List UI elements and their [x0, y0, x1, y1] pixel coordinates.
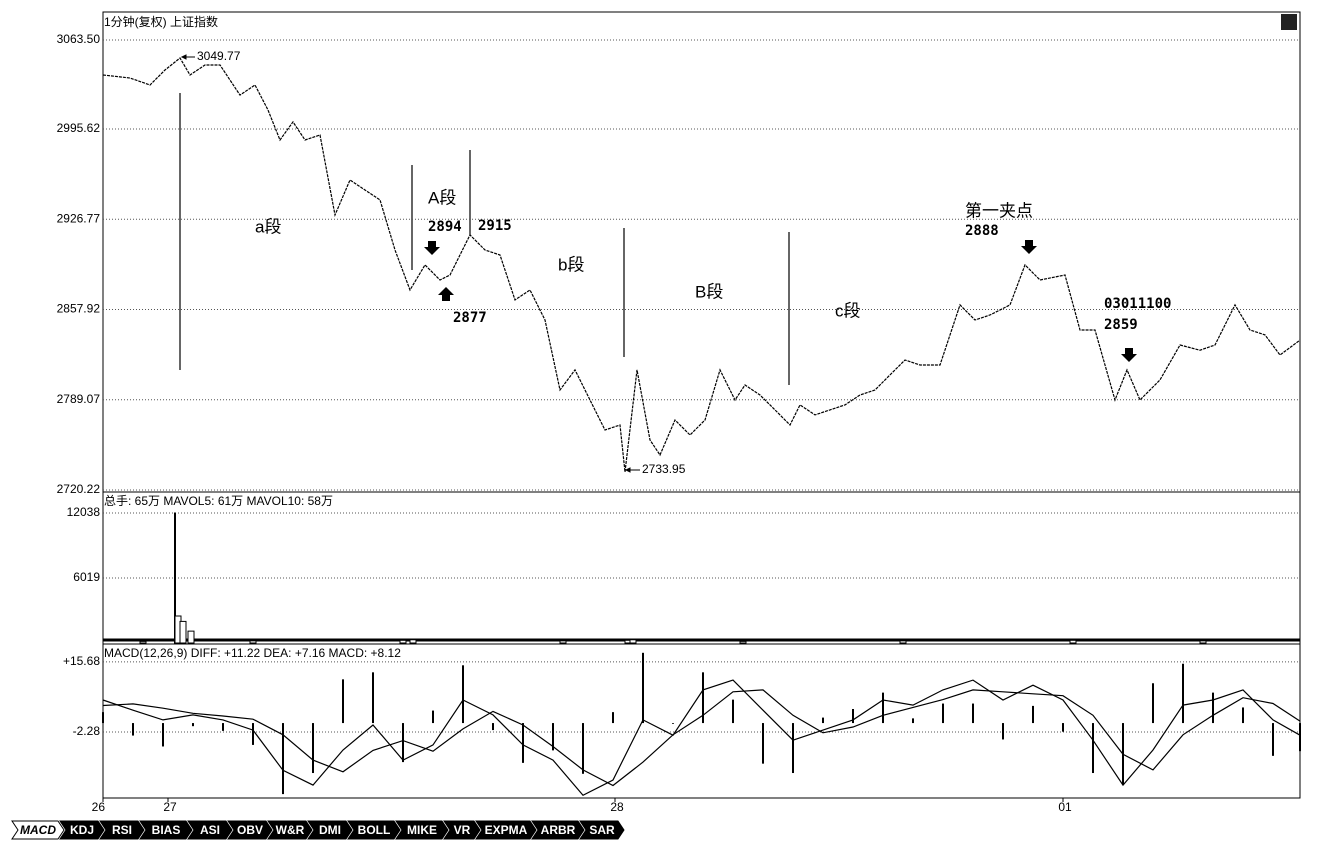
tab-label: MACD — [20, 823, 56, 837]
extreme-pointers — [180, 54, 640, 473]
volume-bar — [1199, 640, 1207, 644]
volume-bar — [399, 639, 407, 644]
annotation: 03011100 — [1104, 296, 1171, 312]
tab-label: W&R — [276, 823, 305, 837]
annotation: B段 — [695, 282, 723, 301]
y-tick-label: 6019 — [73, 570, 100, 584]
tab-label: EXPMA — [485, 823, 528, 837]
tab-shape — [531, 820, 585, 840]
volume-title: 总手: 65万 MAVOL5: 61万 MAVOL10: 58万 — [104, 494, 333, 508]
y-tick-label: 2789.07 — [57, 392, 101, 406]
window-button[interactable] — [1281, 14, 1297, 30]
signal-arrows — [424, 240, 1137, 362]
volume-bar — [899, 640, 907, 644]
tab-shape — [395, 820, 449, 840]
y-tick-label: -2.28 — [73, 724, 101, 738]
tab-label: BOLL — [358, 823, 391, 837]
x-tick-label: 27 — [163, 800, 177, 814]
annotation: a段 — [255, 217, 281, 236]
annotation: b段 — [558, 255, 584, 274]
y-tick-label: 2926.77 — [57, 211, 101, 225]
indicator-tab[interactable]: EXPMA — [475, 820, 537, 840]
tab-shape — [267, 820, 313, 840]
y-tick-label: +15.68 — [63, 654, 100, 668]
annotation: c段 — [835, 301, 861, 320]
tab-shape — [59, 820, 105, 840]
y-tick-label: 2720.22 — [57, 482, 101, 496]
tab-shape — [443, 820, 481, 840]
annotation: 2894 — [428, 219, 462, 235]
tab-label: ARBR — [541, 823, 576, 837]
tab-label: KDJ — [70, 823, 94, 837]
volume-bar — [1069, 639, 1077, 644]
tab-label: RSI — [112, 823, 132, 837]
y-tick-label: 2995.62 — [57, 121, 101, 135]
tab-label: ASI — [200, 823, 220, 837]
volume-bar — [249, 640, 257, 644]
tab-label: SAR — [589, 823, 615, 837]
indicator-tab[interactable]: DMI — [307, 820, 353, 840]
indicator-tab[interactable]: BOLL — [347, 820, 401, 840]
annotation: A段 — [428, 188, 456, 207]
indicator-tab[interactable]: ARBR — [531, 820, 585, 840]
tab-shape — [11, 820, 65, 840]
indicator-tab[interactable]: SAR — [579, 820, 625, 840]
tab-shape — [307, 820, 353, 840]
tab-label: DMI — [319, 823, 341, 837]
indicator-tab[interactable]: KDJ — [59, 820, 105, 840]
x-tick-label: 01 — [1058, 800, 1072, 814]
volume-bar — [139, 640, 147, 644]
x-tick-label: 26 — [92, 800, 106, 814]
dea-line — [102, 689, 1301, 787]
annotation: 3049.77 — [197, 49, 241, 63]
segment-dividers — [179, 93, 790, 385]
indicator-tab[interactable]: MIKE — [395, 820, 449, 840]
tab-shape — [99, 820, 145, 840]
plot-frame — [102, 11, 1301, 799]
tab-label: OBV — [237, 823, 263, 837]
annotation: 2915 — [478, 218, 512, 234]
tab-shape — [475, 820, 537, 840]
annotation: 2859 — [1104, 317, 1138, 333]
indicator-tab[interactable]: W&R — [267, 820, 313, 840]
diff-line — [102, 679, 1301, 797]
annotation: 2888 — [965, 223, 999, 239]
annotation: 2733.95 — [642, 462, 686, 476]
y-tick-label: 12038 — [67, 505, 101, 519]
indicator-tab[interactable]: BIAS — [139, 820, 193, 840]
volume-bar — [559, 640, 567, 644]
tab-shape — [227, 820, 273, 840]
volume-bar — [179, 620, 187, 644]
tab-shape — [347, 820, 401, 840]
tab-label: MIKE — [407, 823, 437, 837]
indicator-tab[interactable]: OBV — [227, 820, 273, 840]
indicator-tab[interactable]: ASI — [187, 820, 233, 840]
price-line — [102, 57, 1301, 473]
volume-bar — [629, 639, 637, 644]
annotation: 2877 — [453, 310, 487, 326]
y-tick-label: 2857.92 — [57, 302, 101, 316]
tab-shape — [579, 820, 625, 840]
indicator-tab[interactable]: RSI — [99, 820, 145, 840]
x-tick-label: 28 — [610, 800, 624, 814]
indicator-tab[interactable]: VR — [443, 820, 481, 840]
tab-label: BIAS — [152, 823, 181, 837]
annotation: 第一夹点 — [965, 201, 1033, 220]
tab-label: VR — [454, 823, 471, 837]
price-title: 1分钟(复权) 上证指数 — [104, 14, 218, 29]
volume-bar — [739, 640, 747, 644]
macd-title: MACD(12,26,9) DIFF: +11.22 DEA: +7.16 MA… — [104, 646, 401, 660]
tab-shape — [139, 820, 193, 840]
indicator-tab[interactable]: MACD — [11, 820, 65, 840]
tab-shape — [187, 820, 233, 840]
volume-bar — [409, 639, 417, 644]
y-tick-label: 3063.50 — [57, 32, 101, 46]
volume-bar — [187, 630, 195, 644]
